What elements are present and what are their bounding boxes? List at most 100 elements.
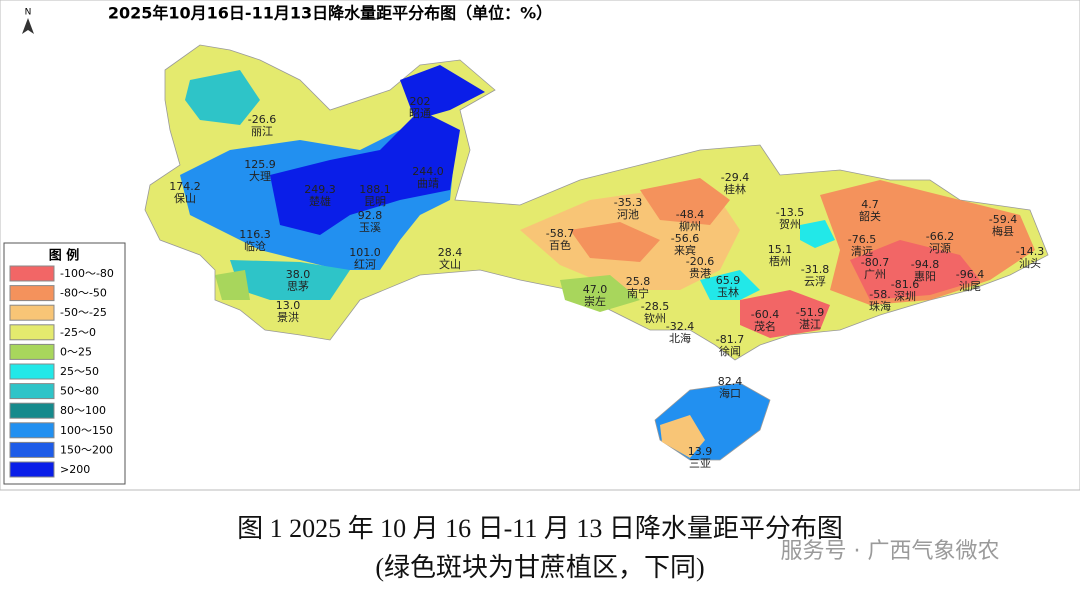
legend: 图 例 -100～-80 -80～-50 -50～-25 -25～0 0～25 25～50… <box>3 242 126 485</box>
patch <box>270 110 460 235</box>
station-value: 15.1 <box>768 243 793 256</box>
station-name: 云浮 <box>804 275 826 288</box>
station-name: 桂林 <box>724 182 746 196</box>
station-name: 广州 <box>864 268 886 281</box>
north-label: N <box>25 8 32 18</box>
legend-label: 25～50 <box>60 365 99 378</box>
station-name: 玉林 <box>717 285 739 299</box>
station-name: 河源 <box>929 241 951 255</box>
station-value: -96.4 <box>956 268 984 281</box>
station-value: 4.7 <box>861 198 879 211</box>
station-value: -20.6 <box>686 255 714 268</box>
patch <box>560 275 640 312</box>
station-value: -60.4 <box>751 308 779 321</box>
station-name: 韶关 <box>859 209 881 223</box>
patch <box>215 270 250 300</box>
station-value: -80.7 <box>861 256 889 269</box>
legend-label: -25～0 <box>60 326 96 339</box>
station-name: 柳州 <box>679 219 701 233</box>
patch <box>640 178 730 225</box>
station-value: -14.3 <box>1016 245 1044 258</box>
station-value: 47.0 <box>583 283 608 296</box>
legend-swatch <box>9 304 55 321</box>
patch <box>740 290 830 338</box>
station-value: 13.0 <box>276 299 301 312</box>
station-value: -31.8 <box>801 263 829 276</box>
map <box>144 44 1049 461</box>
caption-line: 图 1 2025 年 10 月 16 日-11 月 13 日降水量距平分布图 <box>237 514 843 543</box>
station-name: 三亚 <box>689 457 711 470</box>
station-name: 文山 <box>439 257 461 271</box>
station-name: 丽江 <box>251 125 273 138</box>
station-value: -81.6 <box>891 278 919 291</box>
station-name: 北海 <box>669 331 691 345</box>
station-value: -58. <box>869 288 890 301</box>
station-value: 244.0 <box>412 165 444 178</box>
legend-swatch <box>9 343 55 360</box>
station-value: -48.4 <box>676 208 704 221</box>
station-value: -76.5 <box>848 233 876 246</box>
legend-swatch <box>9 324 55 341</box>
legend-label: -100～-80 <box>60 267 114 280</box>
station-value: -94.8 <box>911 258 939 271</box>
station-value: -58.7 <box>546 227 574 240</box>
legend-swatch <box>9 285 55 302</box>
station-name: 崇左 <box>584 295 606 308</box>
station-value: 28.4 <box>438 246 463 259</box>
station-value: -66.2 <box>926 230 954 243</box>
patch <box>800 220 835 248</box>
station-value: -32.4 <box>666 320 694 333</box>
station-value: -56.6 <box>671 232 699 245</box>
station-name: 景洪 <box>277 310 299 324</box>
patch <box>400 65 485 120</box>
station-value: 65.9 <box>716 274 741 287</box>
station-name: 曲靖 <box>417 177 439 190</box>
patch <box>570 222 660 262</box>
legend-label: >200 <box>60 463 90 476</box>
station-value: 116.3 <box>239 228 271 241</box>
north-arrow <box>22 18 34 34</box>
legend-swatch <box>9 265 55 282</box>
station-value: -51.9 <box>796 306 824 319</box>
legend-label: 0～25 <box>60 345 92 358</box>
station-value: 25.8 <box>626 275 651 288</box>
hainan-south <box>660 415 705 458</box>
station-value: 13.9 <box>688 445 713 458</box>
station-value: -26.6 <box>248 113 276 126</box>
station-name: 湛江 <box>799 318 821 331</box>
legend-label: -50～-25 <box>60 306 107 319</box>
station-value: 174.2 <box>169 180 201 193</box>
station-value: -28.5 <box>641 300 669 313</box>
station-value: -35.3 <box>614 196 642 209</box>
station-name: 昆明 <box>364 195 386 208</box>
legend-label: -80～-50 <box>60 287 107 300</box>
station-name: 贺州 <box>779 218 801 231</box>
station-name: 茂名 <box>754 319 776 333</box>
station-value: -13.5 <box>776 206 804 219</box>
patch <box>230 260 350 300</box>
station-value: 125.9 <box>244 158 276 171</box>
station-name: 南宁 <box>627 286 649 300</box>
station-name: 珠海 <box>869 299 891 313</box>
station-name: 梧州 <box>769 254 791 268</box>
station-name: 保山 <box>174 191 196 205</box>
station-name: 来宾 <box>674 243 696 257</box>
legend-swatch <box>9 461 55 478</box>
station-name: 红河 <box>354 258 376 271</box>
station-value: 92.8 <box>358 209 383 222</box>
station-name: 大理 <box>249 169 271 183</box>
legend-label: 50～80 <box>60 385 99 398</box>
station-value: 82.4 <box>718 375 743 388</box>
station-value: 202 <box>410 95 431 108</box>
patch <box>700 270 760 300</box>
legend-swatch <box>9 422 55 439</box>
station-name: 海口 <box>719 386 741 400</box>
station-name: 清远 <box>851 245 873 258</box>
watermark: 服务号 · 广西气象微农 <box>781 539 1000 564</box>
station-name: 楚雄 <box>309 194 331 208</box>
station-value: 101.0 <box>349 246 381 259</box>
station-value: 249.3 <box>304 183 336 196</box>
station-value: -59.4 <box>989 213 1017 226</box>
